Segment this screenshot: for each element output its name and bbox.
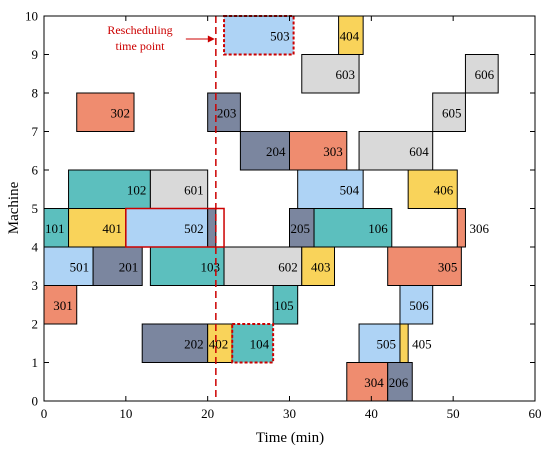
task-label-401: 401 [102,221,122,236]
rescheduling-label-line2: time point [116,39,166,53]
task-label-405: 405 [412,336,432,351]
y-tick-label-7: 7 [32,124,39,139]
y-tick-label-9: 9 [32,47,39,62]
task-bar-203 [207,92,241,132]
x-tick-label-60: 60 [529,406,542,421]
task-bar-406 [407,169,458,209]
x-tick-label-10: 10 [119,406,132,421]
task-bar-106 [313,208,393,248]
task-bar-601 [149,169,209,209]
task-label-305: 305 [438,259,458,274]
x-tick-label-40: 40 [365,406,378,421]
rescheduling-arrow-head [207,35,215,43]
task-label-202: 202 [184,336,204,351]
task-bar-603 [301,54,360,94]
task-label-206: 206 [389,375,409,390]
task-bar-401 [68,208,127,248]
y-tick-label-3: 3 [32,278,39,293]
task-label-301: 301 [53,298,73,313]
task-bar-unlabeled-17 [207,208,217,248]
rescheduling-label-line1: Rescheduling [107,23,172,37]
y-tick-label-0: 0 [32,394,39,409]
x-axis-title: Time (min) [256,430,324,446]
y-tick-label-4: 4 [32,240,39,255]
y-axis-title: Machine [6,181,22,234]
task-bar-105 [272,285,299,325]
task-label-503: 503 [270,28,290,43]
task-label-304: 304 [364,375,384,390]
task-bar-306 [456,208,466,248]
task-bar-504 [297,169,364,209]
task-label-504: 504 [340,182,360,197]
axes-layer: 0 10 20 30 40 50 60 0 1 2 3 4 5 6 7 8 9 10 [25,9,542,422]
task-label-404: 404 [340,28,360,43]
task-bar-305 [387,246,462,286]
task-label-205: 205 [291,221,311,236]
task-label-302: 302 [111,105,131,120]
task-label-306: 306 [469,221,489,236]
x-tick-label-30: 30 [283,406,296,421]
task-label-103: 103 [201,259,221,274]
task-label-606: 606 [475,67,495,82]
task-label-204: 204 [266,144,286,159]
task-label-602: 602 [278,259,298,274]
x-tick-label-0: 0 [41,406,48,421]
task-label-403: 403 [311,259,331,274]
task-label-102: 102 [127,182,147,197]
task-label-501: 501 [70,259,90,274]
task-bar-501 [43,246,94,286]
task-bar-103 [149,246,225,286]
task-bar-605 [432,92,466,132]
tasks-layer: 503 404 603 606 302 203 605 204 303 604 102 601 504 4… [43,15,499,402]
y-tick-label-1: 1 [32,355,39,370]
task-bar-505 [358,323,401,363]
task-label-106: 106 [368,221,388,236]
task-label-105: 105 [274,298,294,313]
task-bar-403 [301,246,336,286]
y-tick-label-5: 5 [32,201,39,216]
task-label-605: 605 [442,105,462,120]
task-label-506: 506 [409,298,429,313]
task-label-303: 303 [323,144,343,159]
task-label-406: 406 [434,182,454,197]
task-bar-402 [207,323,233,363]
y-tick-label-6: 6 [32,163,39,178]
task-label-203: 203 [217,105,237,120]
y-tick-label-2: 2 [32,317,39,332]
x-tick-label-20: 20 [201,406,214,421]
task-bar-503 [223,15,295,56]
task-label-604: 604 [409,144,429,159]
task-bar-302 [76,92,135,132]
task-label-603: 603 [336,67,356,82]
task-bar-405 [399,323,409,363]
task-label-505: 505 [376,336,396,351]
task-bar-506 [399,285,434,325]
overlay-layer [125,16,225,401]
task-bar-104 [231,323,275,364]
x-tick-label-50: 50 [447,406,460,421]
task-bar-204 [239,131,290,171]
task-bar-604 [358,131,434,171]
task-bar-303 [289,131,348,171]
task-label-104: 104 [250,336,270,351]
y-tick-label-10: 10 [25,9,38,24]
task-label-601: 601 [184,182,204,197]
task-label-402: 402 [209,336,229,351]
task-label-502: 502 [184,221,204,236]
task-bar-201 [92,246,143,286]
task-label-201: 201 [119,259,139,274]
task-bar-606 [464,54,499,94]
highlight-box-0 [125,207,225,248]
task-bar-404 [338,15,364,55]
task-label-101: 101 [45,221,65,236]
task-bar-202 [141,323,209,363]
y-tick-label-8: 8 [32,86,39,101]
